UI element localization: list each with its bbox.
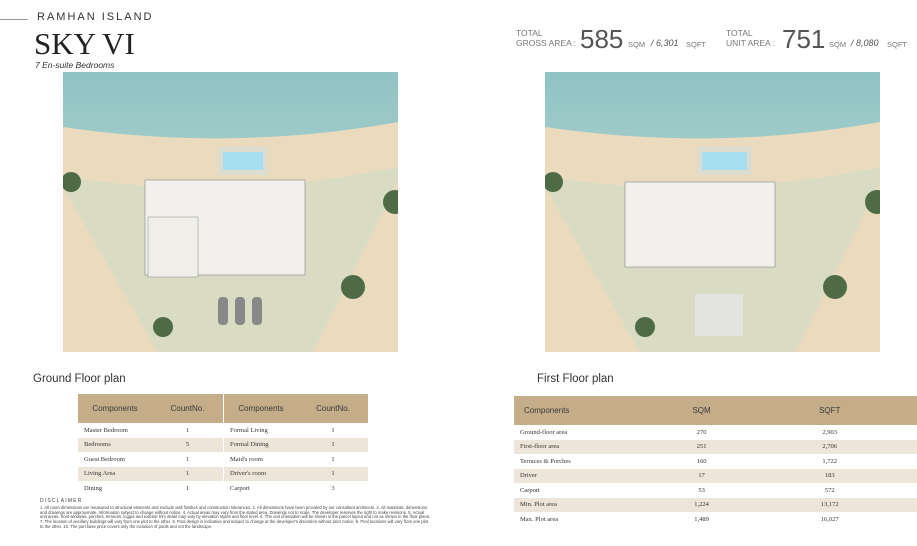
cell: Guest Bedroom (84, 455, 125, 463)
spec-table: Components SQM SQFT Ground-floor area 270 2,9… (514, 396, 917, 527)
label: GROSS AREA : (516, 38, 576, 48)
cell: Formal Dining (224, 437, 298, 452)
label: UNIT AREA : (726, 38, 775, 48)
cell: 160 (696, 457, 707, 465)
unit: SQM (829, 40, 847, 49)
row: Carport 3 (224, 481, 368, 496)
cell: 572 (824, 486, 835, 494)
unit: SQFT (686, 40, 706, 49)
row: Maid's room 1 (224, 452, 368, 467)
total-label: TOTAL GROSS AREA : (516, 28, 576, 48)
cell: Driver (514, 468, 661, 483)
cell: 1 (331, 455, 335, 463)
first-plan-image (545, 72, 880, 352)
cell: 5 (152, 437, 223, 452)
cell: 53 (698, 486, 705, 494)
header-row: Components CountNo. (224, 394, 368, 423)
row: Bedrooms 5 (78, 437, 223, 452)
cell: 1 (185, 484, 190, 492)
cell: Min. Plot area (514, 497, 661, 512)
row: Terraces & Porches 160 1,722 (514, 454, 917, 469)
cell: Max. Plot area (520, 515, 559, 523)
row: Carport 53 572 (514, 483, 917, 498)
row: Dining 1 (78, 481, 223, 496)
row: Guest Bedroom 1 (78, 452, 223, 467)
cell: 16,027 (820, 515, 839, 523)
disclaimer: DISCLAIMER 1. All room dimensions are mea… (40, 499, 432, 530)
location: RAMHAN ISLAND (37, 11, 154, 23)
rule (0, 19, 28, 20)
sqft-value: / 6,301 (651, 38, 679, 48)
header-cell: SQM (660, 396, 743, 425)
cell: 251 (660, 439, 743, 454)
header-cell: Components (514, 396, 661, 425)
row: Formal Dining 1 (224, 437, 368, 452)
header-cell: Components (78, 394, 152, 423)
cell: Carport (230, 484, 250, 492)
cell: 1 (185, 426, 190, 434)
ground-plan-image (63, 72, 398, 352)
label: TOTAL (516, 28, 543, 38)
cell: 1 (185, 455, 190, 463)
header-row: Components SQM SQFT (514, 396, 917, 425)
sqft-value: / 8,080 (851, 38, 879, 48)
cell: 1 (298, 466, 368, 481)
cell: Dining (84, 484, 103, 492)
header-cell: SQFT (742, 396, 917, 425)
header-cell: CountNo. (152, 394, 223, 423)
cell: 13,172 (742, 497, 917, 512)
cell: First-floor area (514, 439, 661, 454)
row: Driver 17 183 (514, 468, 917, 483)
section-title: Ground Floor plan (33, 373, 126, 385)
total-label: TOTAL UNIT AREA : (726, 28, 775, 48)
cell: 1,224 (660, 497, 743, 512)
section-title: First Floor plan (537, 373, 614, 385)
cell: Bedrooms (78, 437, 152, 452)
cell: Living Area (78, 466, 152, 481)
cell: Ground-floor area (520, 428, 568, 436)
cell: 3 (331, 484, 335, 492)
subtitle: 7 En-suite Bedrooms (35, 60, 115, 70)
title: SKY VI (34, 26, 135, 61)
cell: 17 (660, 468, 743, 483)
cell: Driver's room (224, 466, 298, 481)
row: Ground-floor area 270 2,903 (514, 425, 917, 440)
row: First-floor area 251 2,706 (514, 439, 917, 454)
cell: 1 (298, 437, 368, 452)
cell: Terraces & Porches (520, 457, 571, 465)
cell: 1 (152, 466, 223, 481)
header-cell: CountNo. (298, 394, 368, 423)
unit: SQM (628, 40, 646, 49)
disclaimer-text: 1. All room dimensions are measured to s… (40, 504, 431, 529)
disclaimer-title: DISCLAIMER (40, 498, 83, 504)
cell: 1,489 (694, 515, 709, 523)
cell: 2,706 (742, 439, 917, 454)
cell: 1,722 (822, 457, 838, 465)
cell: 2,903 (822, 428, 838, 436)
header-cell: Components (224, 394, 298, 423)
cell: Maid's room (230, 455, 263, 463)
cell: Carport (520, 486, 540, 494)
unit: SQFT (887, 40, 907, 49)
row: Formal Living 1 (224, 423, 368, 438)
cell: 270 (696, 428, 707, 436)
spec-table: Components CountNo. Master Bedroom 1 Bedroom… (78, 394, 223, 496)
row: Living Area 1 (78, 466, 223, 481)
row: Min. Plot area 1,224 13,172 (514, 497, 917, 512)
row: Driver's room 1 (224, 466, 368, 481)
label: TOTAL (726, 28, 753, 38)
cell: Formal Living (230, 426, 268, 434)
spec-table: Components CountNo. Formal Living 1 Formal D… (224, 394, 368, 496)
cell: Master Bedroom (84, 426, 128, 434)
header-row: Components CountNo. (78, 394, 223, 423)
area-value: 751 (782, 24, 826, 54)
row: Master Bedroom 1 (78, 423, 223, 438)
area-value: 585 (580, 24, 624, 54)
cell: 183 (742, 468, 917, 483)
row: Max. Plot area 1,489 16,027 (514, 512, 917, 527)
cell: 1 (331, 426, 335, 434)
